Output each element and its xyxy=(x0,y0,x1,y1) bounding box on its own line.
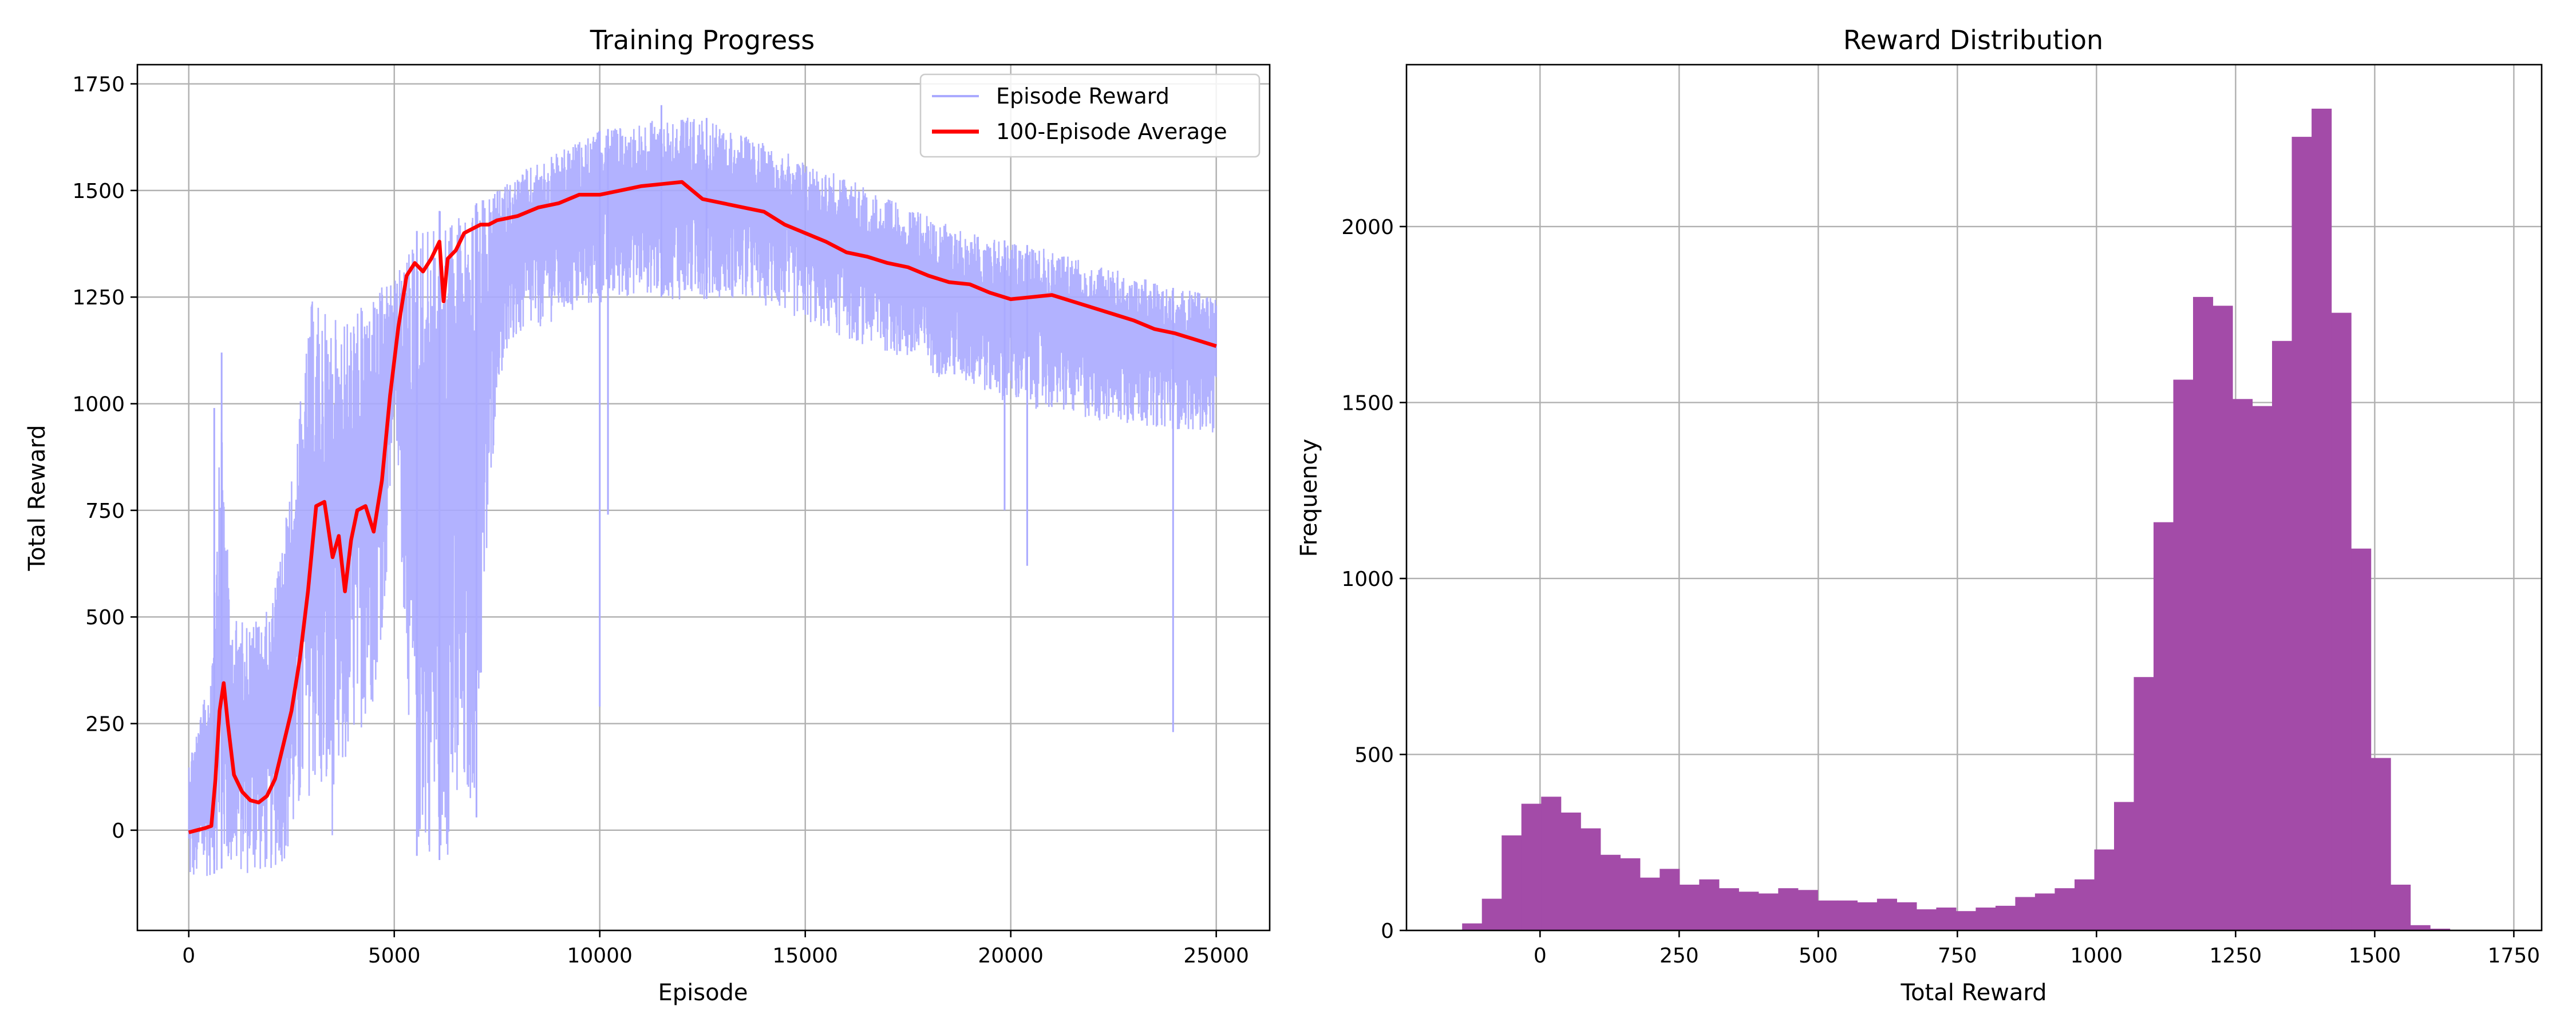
y-tick-label: 0 xyxy=(112,819,125,843)
histogram-bar xyxy=(1797,890,1818,930)
histogram-bar xyxy=(2034,893,2055,930)
histogram-bar xyxy=(2094,849,2115,930)
histogram-bar xyxy=(1778,888,1799,930)
histogram-bar xyxy=(1560,813,1581,930)
histogram-bar xyxy=(2134,677,2154,930)
histogram-bar xyxy=(1718,888,1739,930)
x-tick-label: 1250 xyxy=(2210,944,2262,968)
y-tick-label: 0 xyxy=(1381,920,1394,943)
training-progress-frame xyxy=(136,64,1271,932)
x-tick-label: 1500 xyxy=(2349,944,2401,968)
histogram-bar xyxy=(1462,923,1483,930)
x-tick-label: 5000 xyxy=(368,944,421,968)
histogram-bar xyxy=(2351,548,2372,930)
histogram-bar xyxy=(2212,306,2233,930)
reward-distribution-title: Reward Distribution xyxy=(1843,25,2103,56)
x-tick-label: 500 xyxy=(1799,944,1838,968)
histogram-bar xyxy=(1502,835,1522,930)
histogram-bar xyxy=(1699,879,1720,930)
y-tick-label: 1000 xyxy=(72,393,125,417)
training-progress-title: Training Progress xyxy=(590,25,815,56)
histogram-bar xyxy=(1481,898,1502,930)
y-tick-label: 1250 xyxy=(72,286,125,310)
x-tick-label: 750 xyxy=(1938,944,1977,968)
histogram-bar xyxy=(1857,902,1878,930)
histogram-bar xyxy=(1876,898,1897,930)
average-reward-line xyxy=(188,180,1217,834)
y-tick-label: 250 xyxy=(85,713,125,736)
x-tick-label: 0 xyxy=(1534,944,1547,968)
histogram-bar xyxy=(2252,406,2273,930)
histogram-bar xyxy=(1955,911,1976,930)
histogram-bar xyxy=(2015,897,2036,930)
histogram-bar xyxy=(1976,908,1996,930)
reward-distribution-ylabel: Frequency xyxy=(1296,439,1322,557)
histogram-bar xyxy=(1995,905,2016,930)
training-progress-ticks: 0 5000 10000 15000 20000 25000 0 250 500 750 1000 1… xyxy=(72,73,1249,968)
histogram-bar xyxy=(2291,137,2312,931)
reward-distribution-panel: Reward Distribution 0 250 500 750 1000 1250 15… xyxy=(1296,25,2543,1006)
y-tick-label: 1000 xyxy=(1341,568,1394,591)
training-progress-xlabel: Episode xyxy=(658,980,748,1006)
x-tick-label: 25000 xyxy=(1183,944,1249,968)
average-reward-series xyxy=(188,180,1217,834)
histogram-bar xyxy=(1639,877,1660,930)
histogram-bar xyxy=(2173,379,2194,930)
episode-reward-line xyxy=(188,117,1218,876)
y-tick-label: 1750 xyxy=(72,73,125,97)
x-tick-label: 15000 xyxy=(772,944,838,968)
histogram-bar xyxy=(2272,340,2293,930)
x-tick-label: 250 xyxy=(1660,944,1699,968)
histogram-bar xyxy=(1739,892,1759,930)
y-tick-label: 500 xyxy=(1354,743,1394,767)
histogram-bar xyxy=(1660,869,1680,930)
histogram-bar xyxy=(2233,399,2253,930)
histogram-bar xyxy=(1936,908,1957,930)
histogram-bar xyxy=(2114,802,2135,930)
histogram-bar xyxy=(2410,925,2431,930)
y-tick-label: 500 xyxy=(85,606,125,629)
histogram-bar xyxy=(1679,885,1700,930)
legend-box xyxy=(919,73,1261,158)
x-tick-label: 1750 xyxy=(2488,944,2541,968)
histogram-bar xyxy=(1620,858,1641,930)
legend-label-episode-reward: Episode Reward xyxy=(996,84,1170,109)
y-tick-label: 1500 xyxy=(1341,391,1394,415)
histogram-bar xyxy=(2055,888,2075,930)
training-progress-ylabel: Total Reward xyxy=(24,425,50,571)
reward-distribution-ticks: 0 250 500 750 1000 1250 1500 1750 0 500 1000 1500 20… xyxy=(1341,216,2540,968)
histogram-bar xyxy=(2331,312,2352,930)
histogram-bar xyxy=(1818,900,1838,930)
histogram-bar xyxy=(2312,108,2332,930)
x-tick-label: 20000 xyxy=(978,944,1044,968)
histogram-bar xyxy=(2193,296,2214,930)
histogram-bar xyxy=(2430,928,2451,930)
histogram-bar xyxy=(2154,522,2174,930)
reward-distribution-frame xyxy=(1405,64,2543,932)
histogram-bar xyxy=(1897,902,1917,930)
y-tick-label: 750 xyxy=(85,500,125,523)
histogram-bar xyxy=(2075,879,2095,930)
reward-distribution-xlabel: Total Reward xyxy=(1900,980,2046,1006)
training-progress-legend: Episode Reward 100-Episode Average xyxy=(919,73,1261,158)
histogram-bar xyxy=(1837,900,1858,930)
x-tick-label: 10000 xyxy=(567,944,633,968)
reward-histogram-bars xyxy=(1462,108,2451,931)
histogram-bar xyxy=(2391,885,2411,930)
histogram-bar xyxy=(1600,854,1621,930)
x-tick-label: 0 xyxy=(182,944,195,968)
histogram-bar xyxy=(1916,909,1937,930)
histogram-bar xyxy=(1541,797,1562,930)
legend-label-average: 100-Episode Average xyxy=(996,119,1227,144)
histogram-bar xyxy=(2370,758,2391,930)
y-tick-label: 2000 xyxy=(1341,216,1394,239)
histogram-bar xyxy=(1581,828,1601,930)
training-progress-panel: Training Progress 0 5000 10000 15000 20000 25… xyxy=(24,25,1271,1006)
x-tick-label: 1000 xyxy=(2071,944,2123,968)
y-tick-label: 1500 xyxy=(72,180,125,203)
histogram-bar xyxy=(1758,893,1779,930)
histogram-bar xyxy=(1521,803,1542,930)
